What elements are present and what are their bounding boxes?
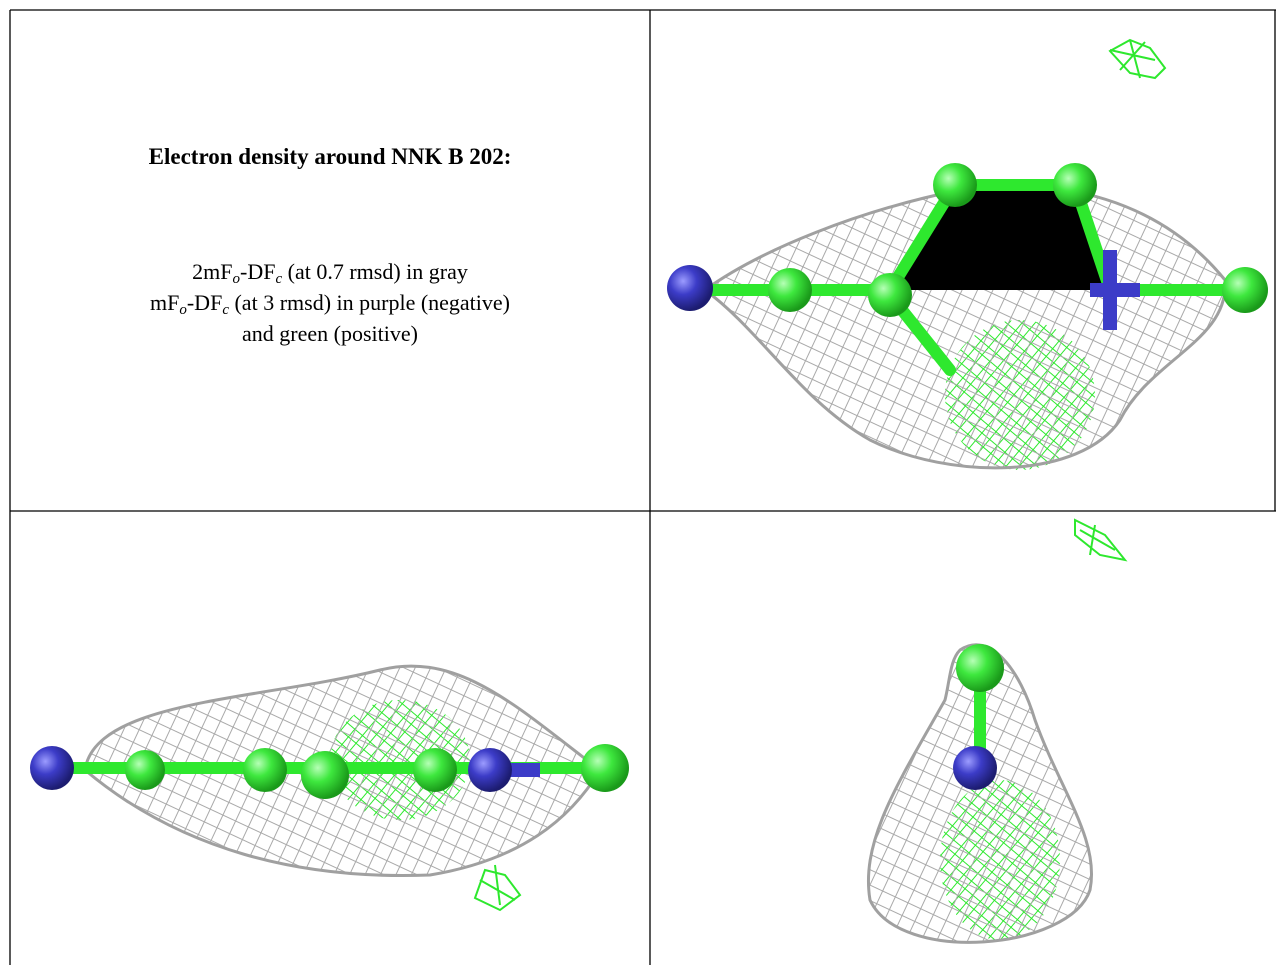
text: 2mF (192, 259, 233, 284)
text: (at 3 rmsd) in purple (negative) (228, 290, 510, 315)
density-view-2 (30, 664, 629, 912)
text: (at 0.7 rmsd) in gray (282, 259, 468, 284)
subscript: o (179, 302, 187, 318)
subscript: c (275, 271, 283, 287)
density-view-3 (867, 518, 1128, 944)
caption-line: 2mFo-DFc (at 0.7 rmsd) in gray (11, 256, 649, 287)
subscript: c (222, 302, 229, 318)
caption-line: and green (positive) (11, 318, 649, 349)
caption-title: Electron density around NNK B 202: (148, 144, 512, 169)
caption: Electron density around NNK B 202: 2mFo-… (11, 11, 649, 510)
text: -DF (240, 259, 276, 284)
text: and green (positive) (242, 321, 418, 346)
caption-lines: 2mFo-DFc (at 0.7 rmsd) in gray mFo-DFc (a… (11, 256, 649, 349)
density-view-1 (667, 38, 1268, 470)
caption-line: mFo-DFc (at 3 rmsd) in purple (negative) (11, 287, 649, 318)
text: -DF (186, 290, 223, 315)
subscript: o (232, 271, 241, 287)
table-lines (9, 9, 1276, 965)
text: mF (150, 290, 180, 315)
